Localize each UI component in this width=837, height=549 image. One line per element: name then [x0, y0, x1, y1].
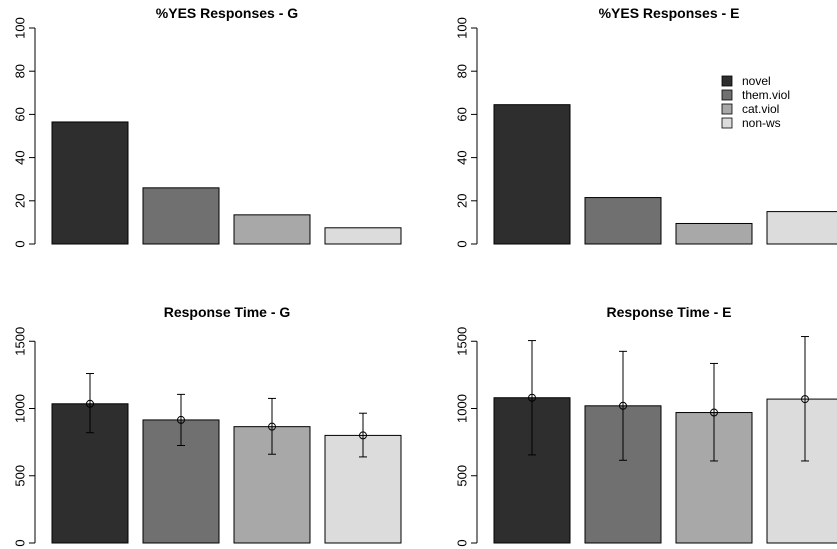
bar-non-ws	[324, 227, 402, 245]
error-bar	[359, 412, 367, 458]
bars	[493, 336, 837, 544]
panel-rt-e: Response Time - E 0 500 1000 1500	[455, 304, 837, 547]
y-tick-label: 20	[13, 194, 28, 208]
error-bar	[86, 373, 94, 434]
mean-point	[801, 395, 809, 404]
legend-swatch	[721, 89, 733, 101]
bar-them-viol	[584, 197, 662, 245]
legend-swatch	[721, 117, 733, 129]
panel-yes-g: %YES Responses - G 0 20 40 60 80 100	[13, 5, 402, 248]
bar-cat-viol	[675, 222, 753, 245]
y-tick-label: 1500	[455, 327, 470, 356]
chart-title: Response Time - E	[606, 304, 731, 320]
error-bar	[177, 393, 185, 446]
bar-cat-viol	[233, 214, 311, 245]
legend-swatch	[721, 75, 733, 87]
mean-point	[619, 401, 627, 410]
legend-label: cat.viol	[742, 102, 779, 116]
error-bar	[528, 340, 536, 456]
y-tick-label: 100	[13, 17, 28, 39]
y-tick-label: 500	[455, 465, 470, 487]
y-tick-label: 0	[455, 240, 470, 247]
bar-novel	[51, 121, 129, 245]
chart-title: %YES Responses - G	[156, 5, 298, 21]
legend-label: them.viol	[742, 88, 790, 102]
bars	[51, 373, 402, 544]
bars	[493, 104, 837, 245]
error-bar	[710, 362, 718, 462]
legend-label: non-ws	[742, 116, 781, 130]
panel-rt-g: Response Time - G 0 500 1000 1500	[13, 304, 402, 547]
y-tick-label: 1000	[13, 394, 28, 423]
panel-yes-e: %YES Responses - E 0 20 40 60 80 100 novelthe…	[455, 5, 837, 248]
mean-point	[268, 422, 276, 431]
y-tick-label: 500	[13, 465, 28, 487]
y-axis: 0 20 40 60 80 100	[13, 17, 36, 248]
y-tick-label: 60	[13, 107, 28, 121]
bars	[51, 121, 402, 245]
mean-point	[177, 415, 185, 424]
y-tick-label: 100	[455, 17, 470, 39]
mean-point	[710, 408, 718, 417]
y-axis: 0 500 1000 1500	[455, 327, 478, 547]
y-tick-label: 80	[455, 64, 470, 78]
y-axis: 0 20 40 60 80 100	[455, 17, 478, 248]
mean-point	[359, 431, 367, 440]
y-tick-label: 20	[455, 194, 470, 208]
y-tick-label: 0	[455, 539, 470, 546]
legend-label: novel	[742, 74, 771, 88]
error-bar	[801, 336, 809, 462]
y-axis: 0 500 1000 1500	[13, 327, 36, 547]
y-tick-label: 60	[455, 107, 470, 121]
bar-non-ws	[766, 398, 837, 544]
error-bar	[619, 350, 627, 461]
y-tick-label: 1500	[13, 327, 28, 356]
y-tick-label: 40	[13, 150, 28, 164]
y-tick-label: 0	[13, 539, 28, 546]
chart-title: %YES Responses - E	[599, 5, 740, 21]
bar-novel	[493, 104, 571, 245]
mean-point	[86, 399, 94, 408]
bar-non-ws	[766, 211, 837, 245]
error-bar	[268, 397, 276, 455]
y-tick-label: 40	[455, 150, 470, 164]
y-tick-label: 0	[13, 240, 28, 247]
legend-swatch	[721, 103, 733, 115]
mean-point	[528, 393, 536, 402]
chart-title: Response Time - G	[164, 304, 291, 320]
y-tick-label: 1000	[455, 394, 470, 423]
y-tick-label: 80	[13, 64, 28, 78]
bar-them-viol	[142, 187, 220, 245]
